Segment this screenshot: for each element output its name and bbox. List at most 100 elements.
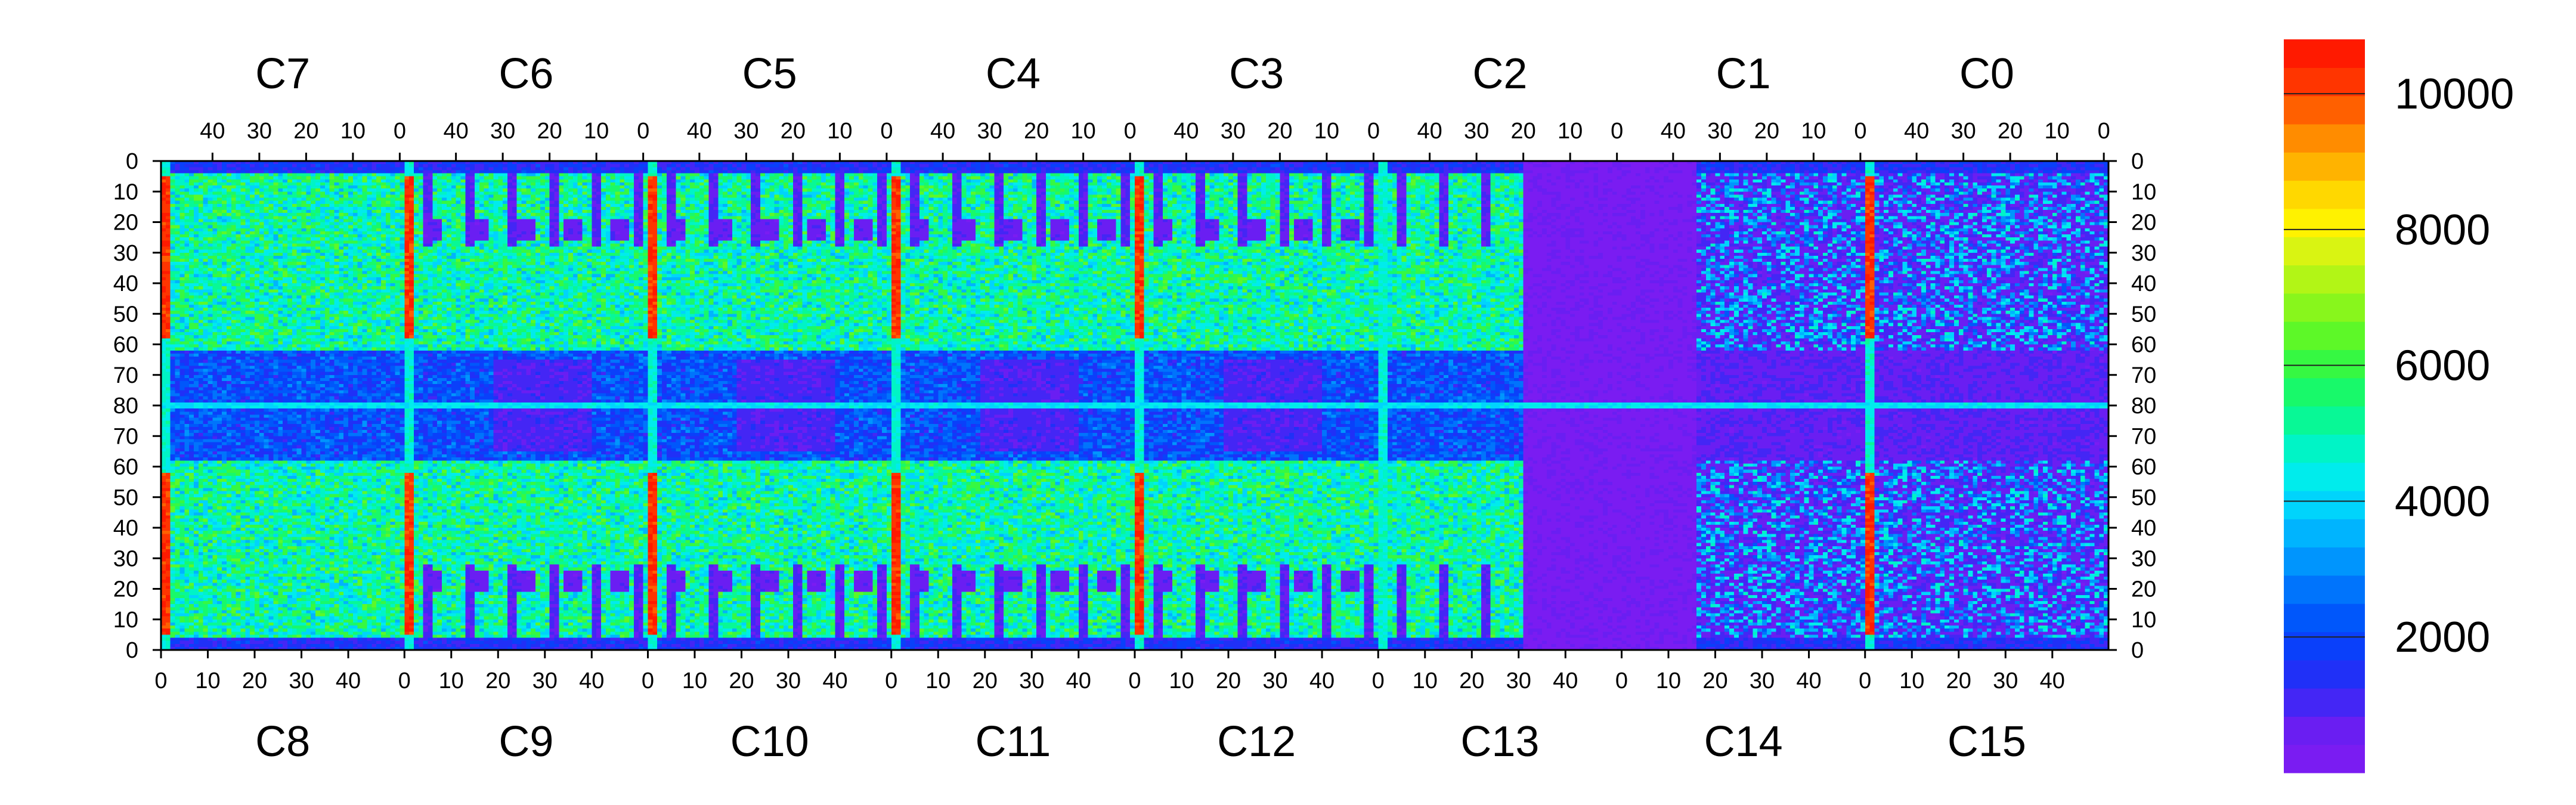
bottom-tick-label: 40 <box>1066 668 1091 693</box>
left-tick-label: 30 <box>113 546 138 571</box>
left-axis: 0 10 20 30 40 50 60 70 80 70 60 50 40 30 20 10 0 <box>113 149 161 663</box>
bottom-tick-label: 0 <box>154 668 167 693</box>
right-tick-label: 20 <box>2131 210 2156 236</box>
chip-label-bottom: C11 <box>976 718 1051 766</box>
colorbar-segment <box>2284 575 2365 604</box>
colorbar-segment <box>2284 208 2365 237</box>
bottom-tick-label: 0 <box>885 668 897 693</box>
colorbar-segment <box>2284 434 2365 463</box>
colorbar-segment <box>2284 349 2365 379</box>
top-tick-label: 0 <box>2098 119 2110 144</box>
left-tick-label: 0 <box>126 638 138 663</box>
colorbar-segment <box>2284 152 2365 181</box>
right-tick-label: 20 <box>2131 577 2156 602</box>
heatmap-cells <box>161 161 2109 650</box>
colorbar-tick-label: 2000 <box>2395 614 2490 661</box>
left-tick-label: 40 <box>113 516 138 541</box>
bottom-tick-label: 20 <box>485 668 510 693</box>
chip-label-top: C3 <box>1229 50 1284 98</box>
top-tick-label: 10 <box>1801 119 1826 144</box>
bottom-tick-label: 20 <box>729 668 754 693</box>
right-tick-label: 60 <box>2131 455 2156 480</box>
bottom-tick-label: 40 <box>579 668 604 693</box>
colorbar-segment <box>2284 265 2365 294</box>
right-tick-label: 10 <box>2131 608 2156 633</box>
chip-label-top: C7 <box>255 50 310 98</box>
colorbar-segment <box>2284 716 2365 745</box>
chip-label-top: C5 <box>742 50 797 98</box>
chip-label-top: C0 <box>1959 50 2014 98</box>
top-tick-label: 20 <box>537 119 562 144</box>
top-tick-label: 20 <box>1024 119 1049 144</box>
top-tick-label: 40 <box>443 119 468 144</box>
colorbar-segment <box>2284 293 2365 322</box>
colorbar-tick-label: 10000 <box>2395 70 2514 118</box>
chip-label-bottom: C14 <box>1704 718 1783 766</box>
top-tick-label: 10 <box>584 119 609 144</box>
bottom-tick-label: 0 <box>1615 668 1628 693</box>
top-tick-label: 0 <box>637 119 649 144</box>
top-tick-label: 30 <box>1464 119 1489 144</box>
top-tick-label: 20 <box>781 119 806 144</box>
chip-label-bottom: C15 <box>1948 718 2026 766</box>
colorbar-segment <box>2284 95 2365 125</box>
top-tick-label: 20 <box>1754 119 1779 144</box>
bottom-tick-label: 40 <box>1796 668 1821 693</box>
colorbar-segment <box>2284 39 2365 68</box>
top-tick-label: 40 <box>930 119 955 144</box>
top-tick-label: 0 <box>1124 119 1137 144</box>
top-tick-label: 20 <box>1510 119 1535 144</box>
top-axis: 40 30 20 10 0 40 30 20 10 0 40 30 20 10 0 40 30 20 10 0 40 30… <box>200 119 2110 161</box>
bottom-tick-label: 40 <box>1553 668 1578 693</box>
heatmap-image <box>161 161 2109 650</box>
top-tick-label: 40 <box>1417 119 1442 144</box>
colorbar-segment <box>2284 321 2365 350</box>
bottom-tick-label: 20 <box>1702 668 1727 693</box>
bottom-tick-label: 30 <box>1993 668 2018 693</box>
bottom-tick-label: 30 <box>289 668 314 693</box>
colorbar-segment <box>2284 631 2365 661</box>
right-tick-label: 0 <box>2131 149 2144 174</box>
bottom-tick-label: 30 <box>1750 668 1775 693</box>
top-tick-label: 10 <box>1314 119 1339 144</box>
bottom-tick-label: 20 <box>973 668 998 693</box>
bottom-tick-label: 30 <box>1262 668 1287 693</box>
bottom-tick-label: 0 <box>1372 668 1385 693</box>
bottom-axis: 0 10 20 30 40 0 10 20 30 40 0 10 20 30 40 0 10 20 30 40 0 10 2… <box>154 650 2065 693</box>
top-tick-label: 30 <box>1950 119 1976 144</box>
bottom-tick-label: 10 <box>925 668 950 693</box>
right-tick-label: 50 <box>2131 302 2156 327</box>
top-tick-label: 40 <box>1904 119 1929 144</box>
left-tick-label: 60 <box>113 333 138 358</box>
top-tick-label: 10 <box>1558 119 1583 144</box>
top-tick-label: 0 <box>1854 119 1866 144</box>
colorbar-segment <box>2284 660 2365 689</box>
bottom-tick-label: 10 <box>1899 668 1924 693</box>
chip-label-bottom: C13 <box>1460 718 1539 766</box>
colorbar-segment <box>2284 406 2365 435</box>
colorbar-tick-label: 8000 <box>2395 206 2490 254</box>
top-tick-label: 40 <box>1661 119 1686 144</box>
left-tick-label: 40 <box>113 271 138 296</box>
left-tick-label: 50 <box>113 302 138 327</box>
chip-label-bottom: C8 <box>255 718 310 766</box>
colorbar-segment <box>2284 462 2365 491</box>
left-tick-label: 20 <box>113 210 138 236</box>
top-tick-label: 0 <box>1611 119 1623 144</box>
colorbar-tick-label: 6000 <box>2395 342 2490 390</box>
colorbar-segment <box>2284 377 2365 407</box>
bottom-tick-label: 40 <box>1309 668 1335 693</box>
bottom-tick-label: 10 <box>1169 668 1194 693</box>
bottom-tick-label: 0 <box>1859 668 1871 693</box>
bottom-tick-label: 10 <box>1413 668 1438 693</box>
bottom-tick-label: 0 <box>398 668 411 693</box>
right-tick-label: 70 <box>2131 363 2156 388</box>
left-tick-label: 70 <box>113 363 138 388</box>
top-tick-label: 30 <box>1221 119 1246 144</box>
top-tick-label: 40 <box>687 119 712 144</box>
colorbar-segment <box>2284 123 2365 153</box>
colorbar-tick-label: 4000 <box>2395 478 2490 525</box>
left-tick-label: 0 <box>126 149 138 174</box>
colorbar: 2000 4000 6000 8000 10000 <box>2284 39 2514 773</box>
left-tick-label: 70 <box>113 424 138 449</box>
